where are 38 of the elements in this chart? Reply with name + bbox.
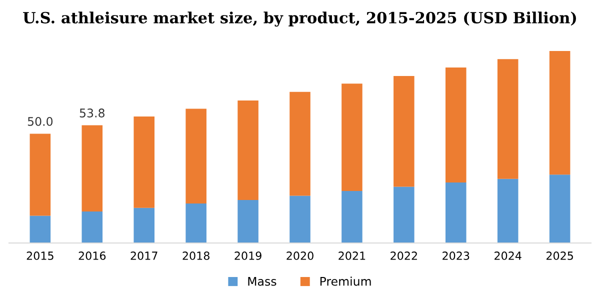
legend-label: Premium — [320, 276, 371, 286]
x-tick-label: 2025 — [546, 252, 573, 260]
bar — [238, 200, 258, 243]
bar — [290, 196, 310, 243]
bar — [30, 216, 51, 243]
x-tick-label: 2022 — [390, 252, 417, 260]
x-tick-label: 2018 — [182, 252, 210, 260]
bar — [497, 59, 518, 179]
bar — [290, 92, 310, 196]
x-tick-label: 2023 — [442, 252, 470, 260]
bar — [394, 186, 414, 243]
chart-title: U.S. athleisure market size, by product, 2015-2025 (USD Billion) — [23, 12, 576, 27]
bar — [497, 178, 518, 243]
x-tick-label: 2024 — [494, 252, 522, 260]
annotation: 50.0 — [28, 116, 53, 126]
bar — [549, 51, 570, 175]
x-tick-label: 2019 — [234, 252, 262, 260]
bar — [134, 116, 154, 208]
bar — [446, 182, 466, 243]
bar — [82, 125, 103, 212]
bar — [238, 100, 258, 200]
bar — [342, 84, 362, 191]
bar — [342, 190, 362, 243]
bar — [549, 174, 570, 243]
x-tick-label: 2020 — [286, 252, 314, 260]
bar — [186, 203, 206, 243]
bar — [82, 212, 103, 243]
bar — [134, 208, 154, 243]
annotation: 53.8 — [80, 108, 104, 118]
bar — [30, 134, 51, 216]
x-tick-label: 2017 — [130, 252, 158, 260]
bar — [446, 68, 466, 183]
legend-label: Mass — [248, 277, 276, 286]
bar — [394, 76, 414, 187]
x-tick-label: 2015 — [26, 252, 54, 260]
bar — [186, 108, 206, 204]
x-tick-label: 2016 — [78, 252, 106, 260]
x-tick-label: 2021 — [338, 252, 366, 260]
